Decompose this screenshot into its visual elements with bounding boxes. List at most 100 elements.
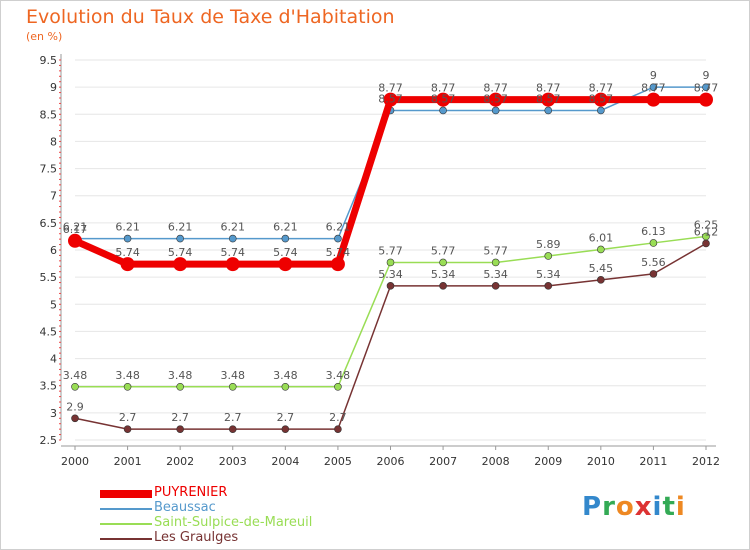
data-point	[597, 245, 605, 254]
data-label: 5.77	[431, 244, 456, 257]
data-point	[386, 282, 395, 290]
data-point	[278, 257, 293, 272]
data-label: 2.7	[224, 411, 242, 424]
y-tick-label: 8	[50, 135, 57, 148]
data-label: 2.7	[277, 411, 295, 424]
data-point	[439, 258, 447, 267]
data-label: 8.57	[589, 92, 614, 105]
data-label: 5.74	[221, 246, 246, 259]
data-point	[702, 83, 710, 91]
data-label: 5.34	[431, 268, 456, 281]
data-label: 3.48	[115, 369, 140, 382]
data-label: 9	[703, 69, 710, 82]
data-label: 6.21	[273, 221, 298, 234]
data-point	[334, 234, 342, 243]
data-label: 3.48	[273, 369, 298, 382]
data-label: 5.45	[589, 262, 614, 275]
data-point	[702, 232, 710, 241]
x-tick-label: 2005	[324, 455, 352, 468]
y-tick-label: 4.5	[40, 325, 58, 338]
data-label: 2.9	[66, 400, 84, 413]
x-tick-label: 2001	[114, 455, 142, 468]
chart-subtitle: (en %)	[26, 30, 63, 43]
data-point	[71, 414, 79, 423]
data-point	[649, 83, 658, 91]
legend-swatch	[100, 490, 152, 498]
data-label: 5.34	[483, 268, 508, 281]
data-point	[383, 92, 398, 107]
data-label: 9	[650, 69, 657, 82]
y-tick-label: 3.5	[40, 380, 58, 393]
data-point	[123, 234, 132, 243]
x-tick-label: 2007	[429, 455, 457, 468]
x-tick-label: 2000	[61, 455, 89, 468]
data-label: 5.74	[326, 246, 351, 259]
data-point	[176, 382, 184, 391]
legend-label: Beaussac	[154, 500, 216, 515]
data-point	[281, 425, 290, 433]
logo-letter: x	[634, 492, 653, 522]
x-tick-label: 2008	[482, 455, 510, 468]
x-tick-label: 2010	[587, 455, 615, 468]
legend-swatch	[100, 523, 152, 525]
data-point	[334, 425, 342, 433]
data-label: 8.77	[536, 82, 561, 95]
data-label: 3.48	[168, 369, 193, 382]
data-point	[541, 92, 556, 107]
data-point	[120, 257, 135, 272]
data-label: 5.74	[115, 246, 140, 259]
data-label: 6.01	[589, 231, 614, 244]
y-tick-label: 6.5	[40, 217, 58, 230]
data-point	[330, 257, 345, 272]
data-label: 3.48	[326, 369, 351, 382]
data-point	[68, 233, 82, 248]
data-point	[228, 382, 237, 391]
data-point	[176, 234, 184, 243]
data-point	[593, 92, 608, 107]
data-label: 8.77	[483, 82, 508, 95]
data-label: 2.7	[329, 411, 347, 424]
data-label: 6.25	[694, 218, 719, 231]
y-tick-label: 9.5	[40, 54, 58, 67]
data-label: 6.12	[694, 225, 719, 238]
logo-letter: i	[675, 492, 686, 522]
data-label: 6.21	[326, 221, 351, 234]
data-point	[491, 258, 500, 267]
data-label: 5.89	[536, 238, 561, 251]
data-point	[439, 282, 447, 290]
data-point	[491, 282, 500, 290]
data-point	[597, 276, 605, 284]
data-point	[544, 252, 553, 260]
data-point	[228, 234, 237, 243]
data-point	[173, 257, 188, 272]
data-label: 6.21	[115, 221, 140, 234]
x-tick-label: 2002	[166, 455, 194, 468]
data-point	[544, 282, 553, 290]
data-point	[436, 92, 451, 107]
data-point	[334, 382, 342, 391]
x-tick-label: 2009	[534, 455, 562, 468]
logo-letter: i	[652, 492, 663, 522]
data-point	[488, 92, 503, 107]
data-point	[544, 106, 553, 115]
data-point	[699, 92, 713, 107]
legend-label: Saint-Sulpice-de-Mareuil	[154, 515, 313, 530]
data-label: 3.48	[221, 369, 246, 382]
data-label: 5.74	[273, 246, 298, 259]
data-label: 8.57	[378, 92, 403, 105]
data-label: 5.34	[378, 268, 403, 281]
data-point	[597, 106, 605, 115]
data-label: 6.21	[63, 221, 88, 234]
data-point	[123, 425, 132, 433]
data-label: 8.57	[483, 92, 508, 105]
data-point	[646, 92, 661, 107]
y-tick-label: 7.5	[40, 163, 58, 176]
y-tick-label: 3	[50, 407, 57, 420]
logo-letter: P	[582, 492, 603, 522]
data-point	[281, 234, 290, 243]
data-point	[649, 270, 658, 278]
data-label: 8.77	[641, 82, 666, 95]
x-tick-label: 2011	[639, 455, 667, 468]
